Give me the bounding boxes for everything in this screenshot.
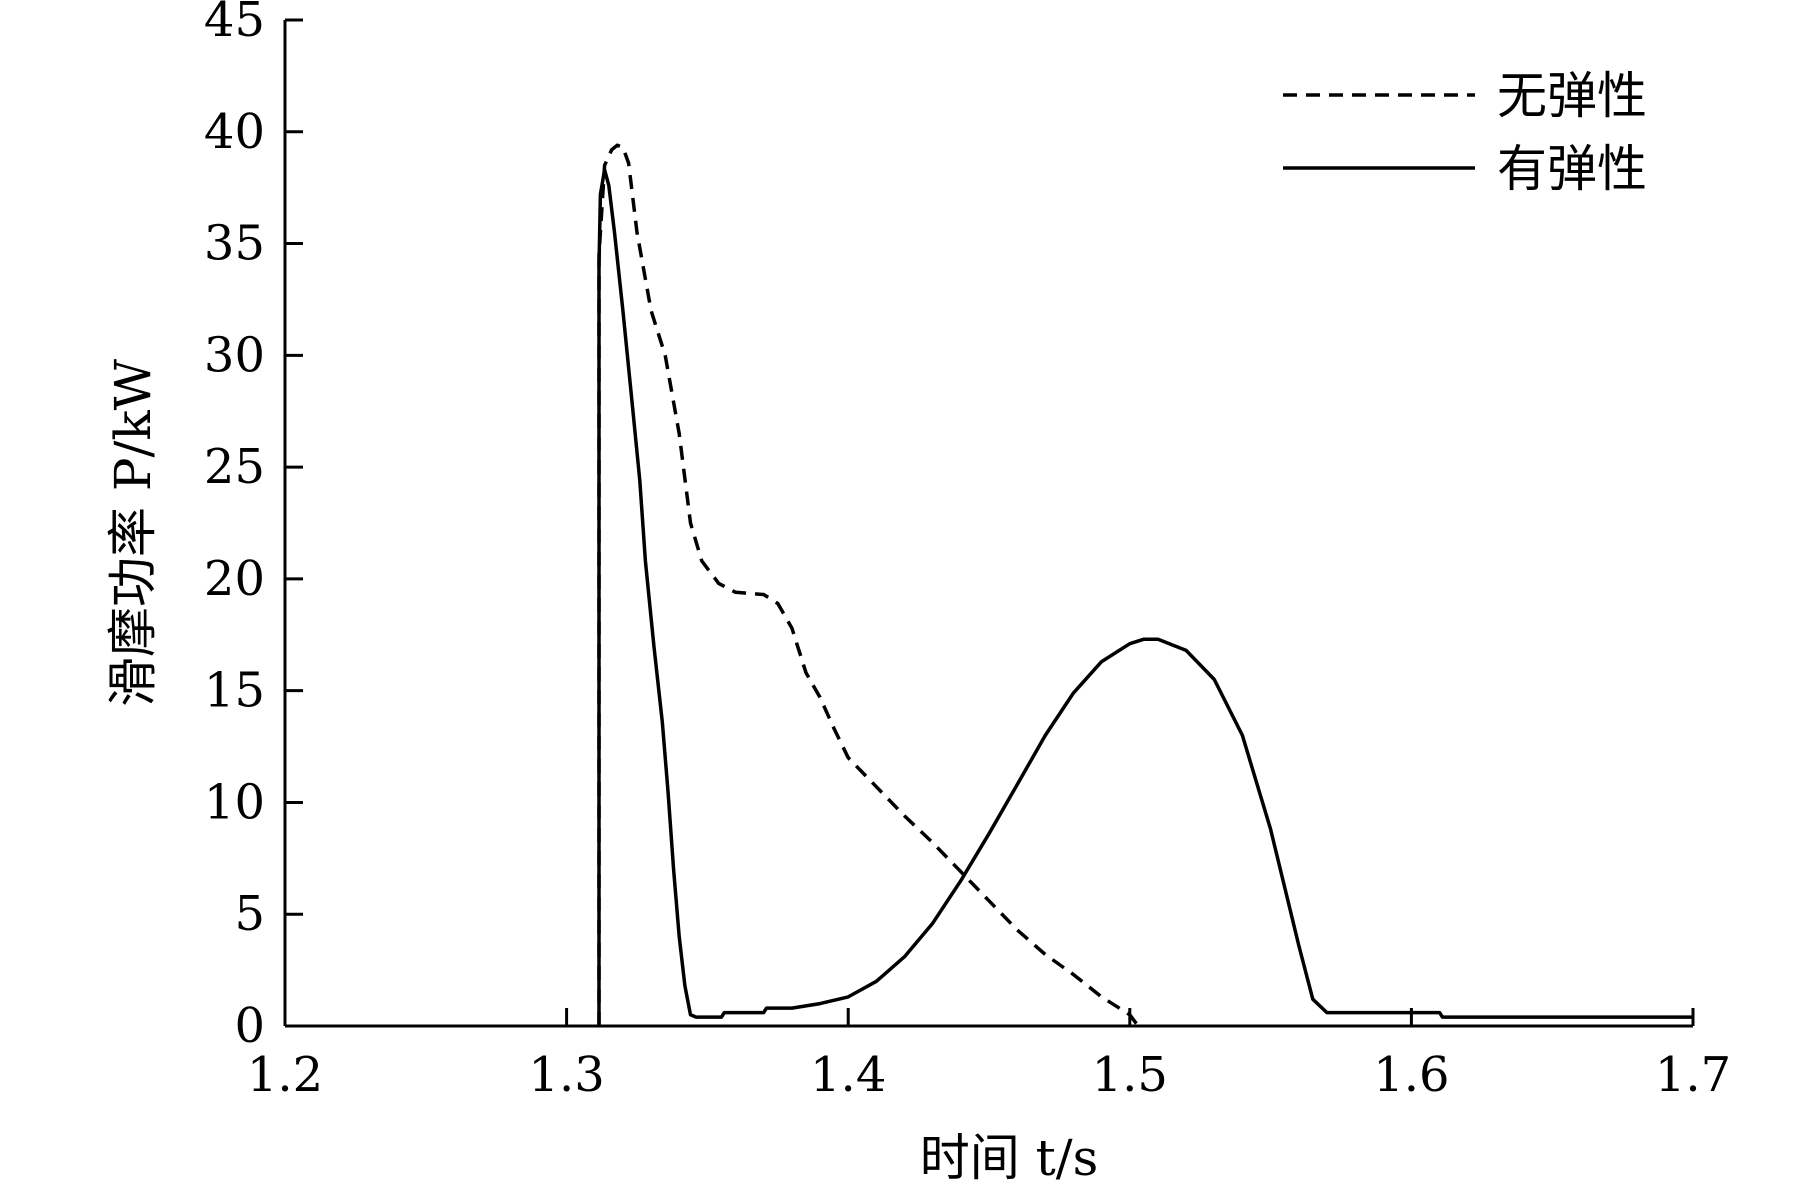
x-tick-label: 1.4	[810, 1047, 886, 1103]
y-tick-label: 25	[204, 439, 265, 495]
series-line-dashed	[597, 143, 1140, 1028]
y-tick-label: 35	[204, 216, 265, 272]
x-tick-label: 1.2	[247, 1047, 323, 1103]
axes-layer	[283, 20, 1693, 1028]
x-tick-label: 1.6	[1373, 1047, 1449, 1103]
y-tick-label: 0	[234, 998, 265, 1054]
series-layer	[597, 143, 1693, 1028]
ticks-layer: 0 5 10 15 20 25 30 35 40 45 1.2 1.3 1.4 1.5 1.6 1.7	[204, 0, 1731, 1103]
y-tick-label: 30	[204, 327, 265, 383]
y-tick-label: 45	[204, 0, 265, 48]
legend-label: 无弹性	[1497, 67, 1647, 125]
series-line-solid	[597, 168, 1693, 1026]
y-tick-label: 5	[234, 886, 265, 942]
x-axis-label: 时间 t/s	[920, 1129, 1099, 1187]
y-tick-label: 10	[204, 774, 265, 830]
y-axis-label: 滑摩功率 P/kW	[104, 358, 162, 707]
axis-labels: 时间 t/s 滑摩功率 P/kW	[104, 358, 1098, 1187]
x-tick-label: 1.3	[528, 1047, 604, 1103]
legend-label: 有弹性	[1497, 140, 1647, 198]
y-tick-label: 15	[204, 663, 265, 719]
y-tick-label: 40	[204, 104, 265, 160]
x-tick-label: 1.7	[1655, 1047, 1731, 1103]
x-tick-label: 1.5	[1092, 1047, 1168, 1103]
y-tick-label: 20	[204, 551, 265, 607]
